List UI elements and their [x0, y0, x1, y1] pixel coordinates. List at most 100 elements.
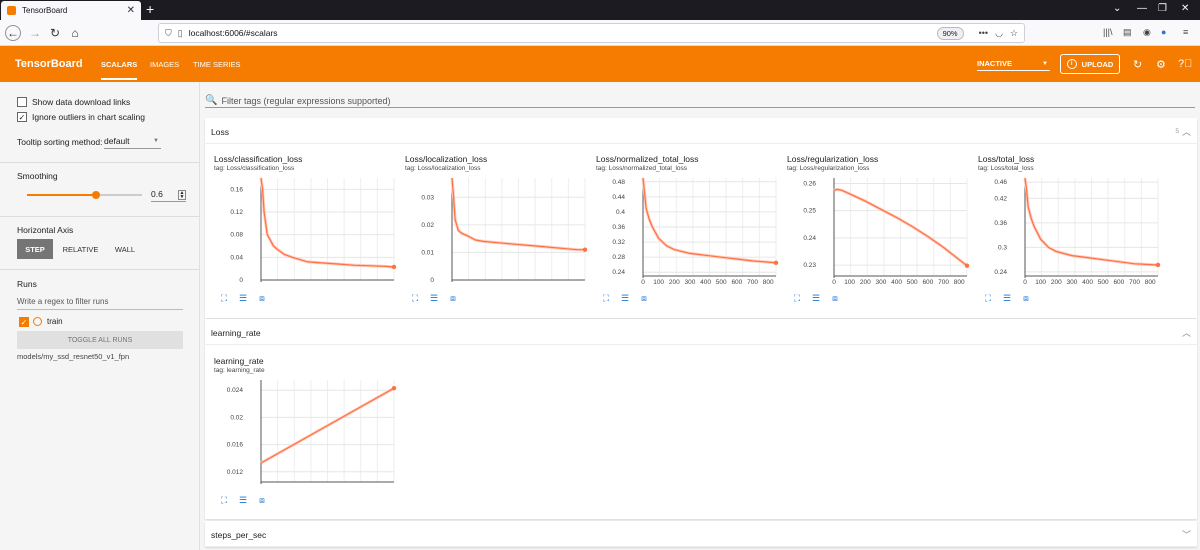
toggle-all-runs-button[interactable]: TOGGLE ALL RUNS — [17, 331, 183, 349]
list-icon[interactable]: ☰ — [429, 292, 439, 303]
bookmark-star-icon[interactable]: ☆ — [1009, 27, 1018, 38]
smoothing-slider-handle[interactable] — [92, 191, 100, 199]
chart-plot[interactable]: 0.16 0.12 0.08 0.04 0 — [214, 176, 400, 288]
fit-domain-icon[interactable]: ⧈ — [832, 292, 838, 303]
url-text[interactable]: localhost:6006/#scalars — [188, 28, 278, 38]
x-tick-label: 0 — [1023, 279, 1027, 286]
divider — [0, 162, 199, 163]
fullscreen-icon[interactable]: ⛶ — [411, 292, 419, 303]
x-tick-label: 400 — [1082, 279, 1093, 286]
fit-domain-icon[interactable]: ⧈ — [1023, 292, 1029, 303]
refresh-icon[interactable]: ↻ — [1133, 59, 1143, 71]
home-icon[interactable]: ⌂ — [71, 26, 79, 40]
chart-tag: tag: Loss/localization_loss — [405, 165, 481, 172]
tag-filter-input[interactable] — [221, 95, 1195, 106]
account-icon[interactable]: ◉ — [1143, 27, 1151, 37]
smoothing-input[interactable]: 0.6 ▲ ▼ — [151, 189, 186, 202]
tab-time-series[interactable]: TIME SERIES — [193, 60, 241, 69]
chart-tag: tag: Loss/normalized_total_loss — [596, 165, 688, 172]
fit-domain-icon[interactable]: ⧈ — [641, 292, 647, 303]
tab-images[interactable]: IMAGES — [150, 60, 180, 69]
x-tick-label: 500 — [1098, 279, 1109, 286]
plugin-select[interactable]: INACTIVE ▼ — [977, 59, 1050, 71]
list-icon[interactable]: ☰ — [1002, 292, 1012, 303]
chart-plot[interactable]: 0.48 0.44 0.4 0.36 0.32 0.28 0.24 0 100 200 300 400… — [596, 176, 782, 288]
brand-title: TensorBoard — [15, 58, 83, 70]
runs-filter-input[interactable] — [17, 297, 183, 310]
chart-plot[interactable]: 0.46 0.42 0.36 0.3 0.24 0 100 200 300 400 500 600 70… — [978, 176, 1164, 288]
chart-title: learning_rate — [214, 356, 264, 366]
fit-domain-icon[interactable]: ⧈ — [259, 494, 265, 505]
list-icon[interactable]: ☰ — [811, 292, 821, 303]
sidebar-toggle-icon[interactable]: ▤ — [1123, 27, 1132, 37]
tab-scalars[interactable]: SCALARS — [101, 60, 138, 80]
tooltip-sorting-select[interactable]: default ▼ — [104, 136, 161, 149]
category-header-steps-per-sec[interactable]: steps_per_sec ﹀ — [205, 521, 1197, 547]
run-color-swatch[interactable] — [33, 317, 42, 326]
library-icon[interactable]: |||\ — [1103, 27, 1113, 37]
help-icon[interactable]: ?⃝ — [1178, 58, 1193, 70]
info-icon: i — [1066, 59, 1077, 69]
settings-gear-icon[interactable]: ⚙ — [1156, 59, 1166, 71]
fit-domain-icon[interactable]: ⧈ — [450, 292, 456, 303]
list-icon[interactable]: ☰ — [238, 292, 248, 303]
reload-icon[interactable]: ↻ — [49, 26, 61, 40]
list-icon[interactable]: ☰ — [238, 494, 248, 505]
series-end-point — [773, 260, 779, 266]
ignore-outliers-checkbox[interactable]: ✓ — [17, 112, 27, 122]
upload-button[interactable]: i UPLOAD — [1060, 54, 1120, 74]
chart-card: learning_rate tag: learning_rate 0.024 0.… — [214, 356, 400, 516]
extension-icon[interactable]: ● — [1161, 27, 1167, 37]
fullscreen-icon[interactable]: ⛶ — [984, 292, 992, 303]
pocket-icon[interactable]: ◡ — [995, 27, 1003, 38]
menu-icon[interactable]: ≡ — [1183, 27, 1189, 37]
tag-filter[interactable]: 🔍 — [205, 94, 1195, 108]
y-tick-label: 0.01 — [421, 249, 434, 256]
axis-step-button[interactable]: STEP — [17, 239, 53, 259]
zoom-level-badge[interactable]: 90% — [936, 26, 964, 40]
chart-plot[interactable]: 0.26 0.25 0.24 0.23 0 100 200 300 400 500 600 700 80… — [787, 176, 973, 288]
fullscreen-icon[interactable]: ⛶ — [602, 292, 610, 303]
url-bar[interactable]: ⛉ ▯ localhost:6006/#scalars 90% ••• ◡ ☆ — [158, 23, 1025, 43]
category-header-learning-rate[interactable]: learning_rate ︿ — [205, 319, 1197, 345]
axis-wall-button[interactable]: WALL — [114, 244, 136, 254]
chart-plot[interactable]: 0.024 0.02 0.016 0.012 — [214, 378, 400, 490]
chart-plot[interactable]: 0.03 0.02 0.01 0 — [405, 176, 591, 288]
y-tick-label: 0.012 — [227, 469, 244, 476]
maximize-icon[interactable]: ❐ — [1158, 3, 1167, 14]
runs-label: Runs — [17, 279, 37, 289]
browser-tab[interactable]: TensorBoard ✕ — [1, 1, 141, 20]
x-tick-label: 500 — [907, 279, 918, 286]
page-icon: ▯ — [177, 27, 183, 38]
chart-tag: tag: Loss/classification_loss — [214, 165, 295, 172]
series-line — [260, 387, 395, 464]
axis-relative-button[interactable]: RELATIVE — [62, 244, 99, 254]
list-icon[interactable]: ☰ — [620, 292, 630, 303]
fit-domain-icon[interactable]: ⧈ — [259, 292, 265, 303]
fullscreen-icon[interactable]: ⛶ — [793, 292, 801, 303]
series-end-point — [1155, 262, 1161, 268]
close-tab-icon[interactable]: ✕ — [126, 5, 135, 16]
run-train-checkbox[interactable]: ✓ — [19, 317, 29, 327]
show-download-links-checkbox[interactable] — [17, 97, 27, 107]
category-header-loss[interactable]: Loss 5 ︿ — [205, 118, 1197, 144]
smoothing-slider[interactable] — [27, 191, 142, 199]
chevron-down-icon[interactable]: ﹀ — [1181, 530, 1191, 540]
chevron-up-icon[interactable]: ︿ — [1181, 328, 1191, 338]
fullscreen-icon[interactable]: ⛶ — [220, 292, 228, 303]
search-icon: 🔍 — [205, 95, 218, 106]
forward-arrow-icon[interactable]: → — [29, 26, 41, 40]
spinner-icon[interactable]: ▲ ▼ — [178, 190, 186, 200]
chevron-up-icon[interactable]: ︿ — [1181, 127, 1191, 137]
y-tick-label: 0.36 — [994, 220, 1007, 227]
back-arrow-icon[interactable]: ← — [5, 25, 21, 41]
fullscreen-icon[interactable]: ⛶ — [220, 494, 228, 505]
close-window-icon[interactable]: ✕ — [1181, 3, 1190, 14]
chevron-down-icon[interactable]: ⌄ — [1113, 3, 1122, 14]
y-tick-label: 0.24 — [994, 269, 1007, 276]
new-tab-icon[interactable]: + — [146, 1, 155, 17]
minimize-icon[interactable]: — — [1137, 3, 1147, 14]
category-steps-per-sec: steps_per_sec ﹀ — [205, 521, 1197, 547]
more-actions-icon[interactable]: ••• — [978, 28, 989, 38]
shield-icon[interactable]: ⛉ — [165, 27, 172, 38]
